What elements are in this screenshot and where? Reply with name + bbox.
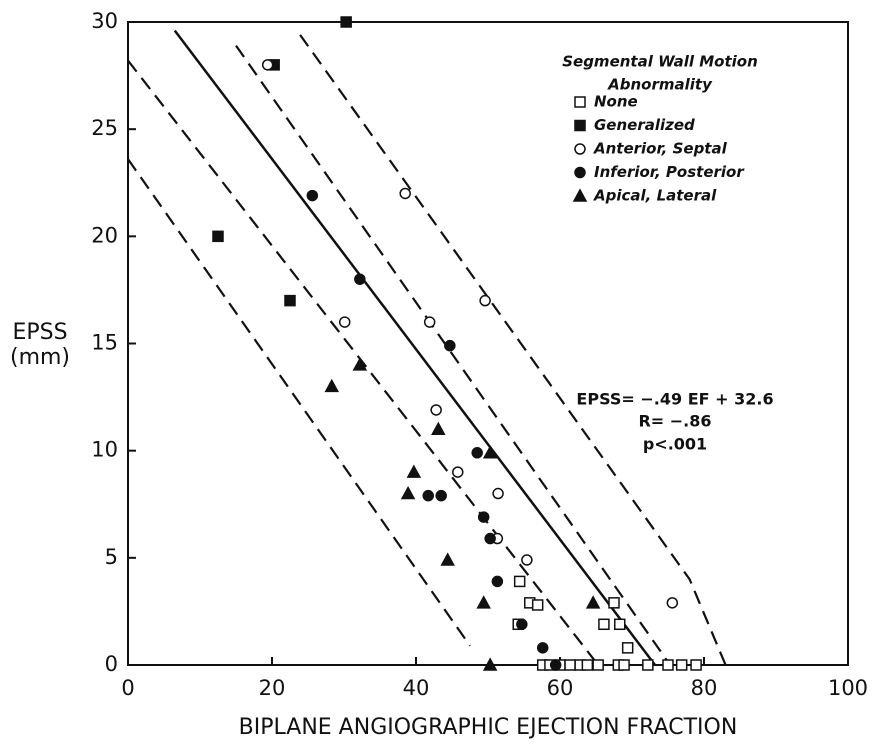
point [423, 316, 436, 328]
x-tick-label: 20 [259, 676, 286, 700]
point [581, 659, 594, 671]
point [212, 230, 224, 243]
point [482, 657, 498, 671]
reference-line [127, 59, 600, 666]
point [598, 618, 610, 631]
y-tick-label: 0 [105, 652, 118, 676]
point [399, 187, 411, 200]
point [690, 659, 702, 671]
annotation: EPSS= −.49 EF + 32.6 [576, 390, 773, 409]
point [452, 466, 464, 478]
point [476, 595, 491, 609]
point [306, 189, 319, 202]
point [444, 339, 456, 352]
y-tick-label: 5 [105, 545, 118, 569]
point [422, 489, 434, 502]
point [430, 404, 442, 416]
reference-line [235, 44, 672, 666]
point [564, 659, 576, 671]
legend-title: Abnormality [607, 76, 713, 94]
point [400, 485, 416, 500]
point [531, 599, 544, 611]
y-tick-label: 10 [91, 438, 118, 462]
point [516, 618, 528, 631]
point [324, 378, 340, 393]
point [338, 316, 351, 328]
point [585, 595, 601, 609]
point [435, 489, 447, 502]
point [536, 642, 549, 654]
point [549, 659, 562, 671]
point [284, 294, 296, 307]
point [666, 597, 679, 609]
point [642, 659, 654, 671]
plot-frame [127, 21, 849, 666]
point [614, 618, 626, 631]
point [484, 532, 496, 545]
point [492, 487, 504, 500]
annotation: p<.001 [643, 435, 707, 454]
point [675, 659, 688, 671]
point [354, 273, 366, 285]
point [340, 16, 352, 28]
point [491, 575, 504, 588]
point [440, 552, 455, 566]
point [406, 464, 422, 478]
point [662, 659, 674, 671]
x-axis-label: BIPLANE ANGIOGRAPHIC EJECTION FRACTION [239, 715, 738, 740]
legend-marker [574, 119, 586, 132]
point [477, 511, 490, 523]
y-tick-label: 15 [91, 331, 118, 355]
x-tick-label: 60 [547, 676, 574, 700]
y-tick-label: 20 [91, 223, 118, 247]
y-tick-label: 30 [91, 9, 118, 33]
x-tick-label: 100 [828, 676, 868, 700]
legend-label: Apical, Lateral [593, 187, 717, 205]
point [431, 421, 446, 435]
y-tick-label: 25 [91, 116, 118, 140]
legend-label: Inferior, Posterior [594, 163, 745, 181]
point [621, 642, 634, 654]
point [521, 554, 533, 566]
point [513, 575, 526, 588]
point [608, 597, 620, 609]
legend-marker [574, 143, 586, 155]
point [592, 659, 604, 671]
legend-marker [572, 188, 588, 202]
annotation: R= −.86 [638, 412, 711, 431]
legend-marker [574, 166, 586, 179]
y-axis-label: (mm) [10, 345, 70, 370]
point [352, 357, 368, 371]
legend-marker [574, 96, 586, 108]
point [471, 447, 483, 459]
point [618, 659, 630, 671]
legend-label: Anterior, Septal [593, 140, 728, 158]
x-tick-label: 40 [403, 676, 430, 700]
reference-line [299, 34, 727, 666]
x-tick-label: 0 [121, 676, 134, 700]
y-axis-label: EPSS [12, 320, 67, 345]
point [482, 445, 498, 459]
legend-label: None [594, 93, 638, 111]
legend-label: Generalized [594, 116, 695, 134]
reference-line [173, 29, 657, 666]
x-tick-label: 80 [691, 676, 718, 700]
reference-line [127, 158, 471, 647]
point [261, 59, 274, 71]
point [479, 294, 491, 307]
legend-title: Segmental Wall Motion [562, 53, 758, 71]
